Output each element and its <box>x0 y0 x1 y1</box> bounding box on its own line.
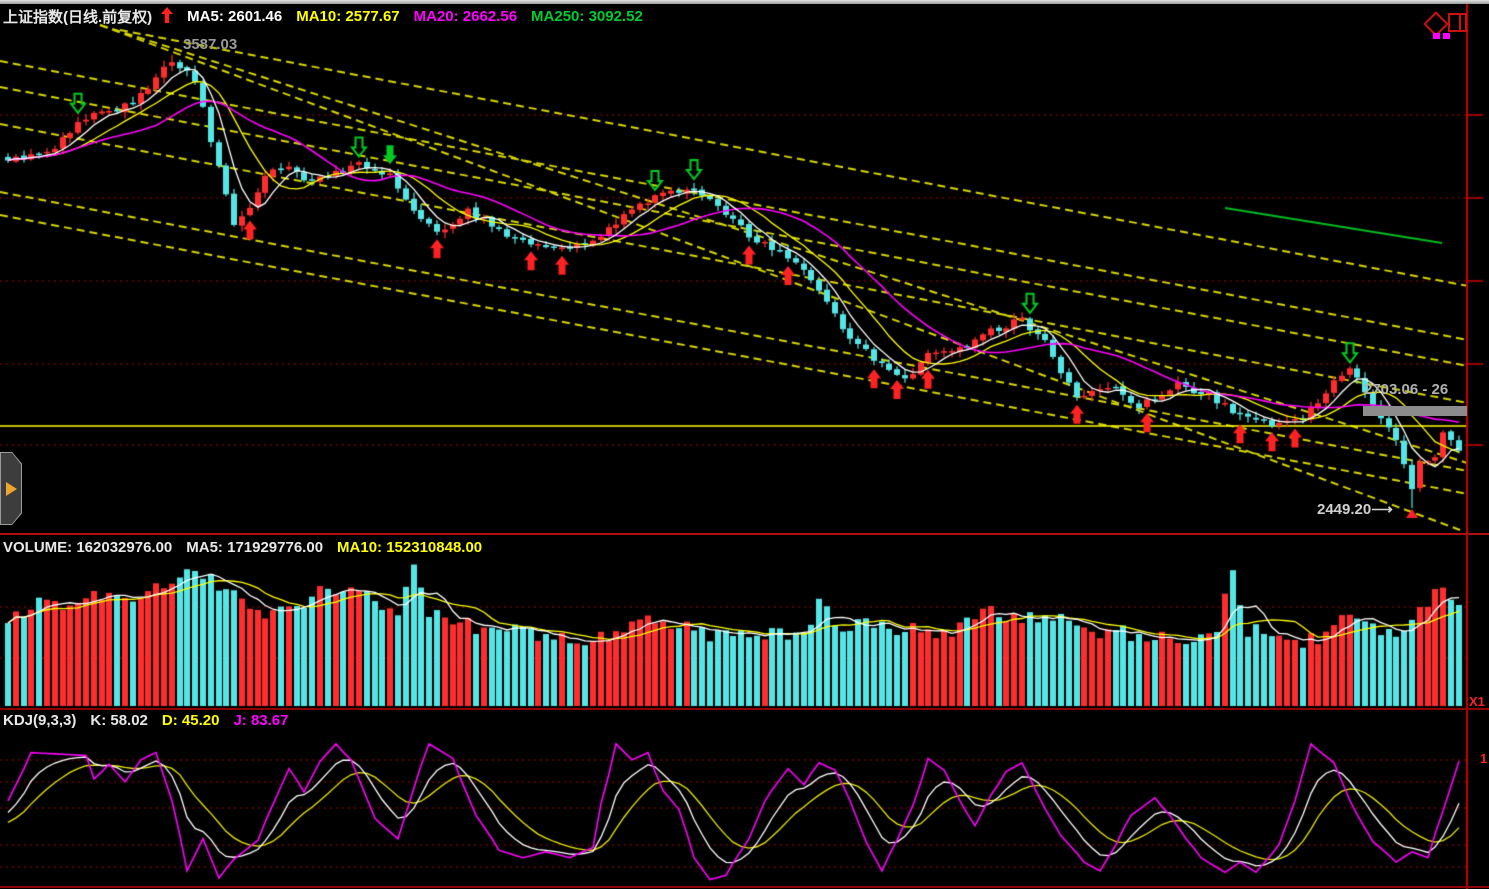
kdj-legend: KDJ(9,3,3) K: 58.02 D: 45.20 J: 83.67 <box>3 712 303 729</box>
chart-title: 上证指数(日线.前复权) <box>3 9 153 26</box>
kdj-k-value: K: 58.02 <box>90 712 148 729</box>
up-arrow-icon <box>161 6 174 27</box>
low-price-arrow-icon: ⟶ <box>1371 501 1393 518</box>
kdj-axis-clipped-label: 1 <box>1480 751 1488 766</box>
pane-divider-main-volume[interactable] <box>0 533 1489 535</box>
window-top-edge <box>0 0 1489 4</box>
low-price-value: 2449.20 <box>1317 501 1372 518</box>
ma250-value: MA250: 3092.52 <box>531 8 643 25</box>
range-highlight-bar <box>1363 406 1467 416</box>
volume-ma10-value: MA10: 152310848.00 <box>337 539 483 556</box>
indicator-dot-right <box>1443 33 1450 39</box>
volume-value: VOLUME: 162032976.00 <box>3 539 173 556</box>
sidebar-expand-tab[interactable] <box>0 452 22 525</box>
kdj-j-value: J: 83.67 <box>233 712 289 729</box>
pane-bottom-border <box>0 886 1489 888</box>
peak-price-label: 3587.03 <box>183 36 238 53</box>
ma10-value: MA10: 2577.67 <box>296 8 400 25</box>
indicator-dot-left <box>1433 33 1440 39</box>
price-chart-canvas[interactable] <box>0 0 1489 534</box>
ma5-value: MA5: 2601.46 <box>187 8 283 25</box>
volume-chart-canvas[interactable] <box>0 535 1489 708</box>
range-readout-label: 2703.06 - 26 <box>1364 381 1449 398</box>
window-layout-icon[interactable] <box>1448 13 1467 32</box>
pane-divider-volume-kdj[interactable] <box>0 708 1489 710</box>
main-chart-legend: 上证指数(日线.前复权) MA5: 2601.46 MA10: 2577.67 … <box>3 6 657 27</box>
ma20-value: MA20: 2662.56 <box>413 8 518 25</box>
kdj-params: KDJ(9,3,3) <box>3 712 77 729</box>
volume-legend: VOLUME: 162032976.00 MA5: 171929776.00 M… <box>3 539 496 556</box>
volume-ma5-value: MA5: 171929776.00 <box>186 539 324 556</box>
kdj-chart-canvas[interactable] <box>0 710 1489 889</box>
expand-right-icon <box>6 481 17 496</box>
low-price-label: 2449.20⟶ <box>1317 500 1393 518</box>
window-layout-icon-divider <box>1459 15 1461 30</box>
kdj-d-value: D: 45.20 <box>161 712 220 729</box>
x-scale-label: X1 <box>1469 694 1485 709</box>
